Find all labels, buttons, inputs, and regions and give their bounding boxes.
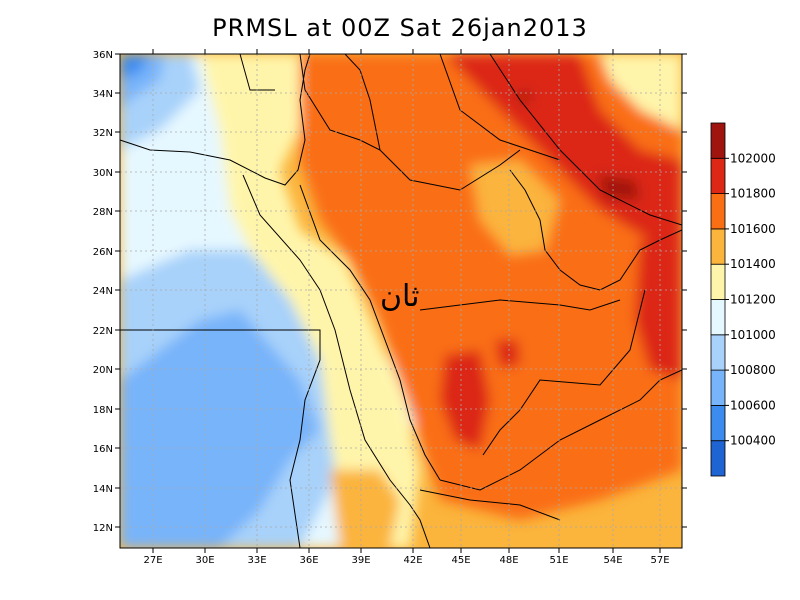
y-tick-label: 18N	[93, 405, 113, 416]
y-tick-label: 22N	[93, 326, 113, 337]
y-tick-label: 36N	[93, 50, 113, 61]
map-title: PRMSL at 00Z Sat 26jan2013	[212, 14, 588, 42]
x-tick-label: 33E	[247, 555, 266, 566]
x-tick-label: 27E	[143, 555, 162, 566]
y-tick-label: 30N	[93, 168, 113, 179]
legend-swatch	[710, 122, 726, 159]
legend-swatch	[710, 404, 726, 442]
legend-swatch	[710, 334, 726, 371]
legend-swatch	[710, 193, 726, 230]
x-tick-label: 36E	[299, 555, 318, 566]
legend-swatch	[710, 157, 726, 195]
map-annotation: ثان	[380, 279, 420, 314]
legend-label: 101200	[730, 293, 776, 307]
legend-swatch	[710, 299, 726, 336]
x-tick-label: 48E	[499, 555, 518, 566]
legend-label: 101800	[730, 187, 776, 201]
color-legend: 100400 100600 100800 101000 101200 101400 1016…	[710, 122, 776, 477]
grid-lines	[120, 54, 682, 548]
plot-frame	[119, 53, 683, 549]
y-tick-label: 14N	[93, 484, 113, 495]
x-tick-label: 54E	[603, 555, 622, 566]
legend-swatch	[710, 263, 726, 300]
x-tick-label: 51E	[549, 555, 568, 566]
x-tick-label: 42E	[403, 555, 422, 566]
x-tick-label: 45E	[451, 555, 470, 566]
x-tick-label: 57E	[650, 555, 669, 566]
legend-label: 102000	[730, 151, 776, 165]
y-tick-label: 26N	[93, 247, 113, 258]
legend-swatch	[710, 440, 726, 477]
y-axis: 12N 14N 16N 18N 20N 22N 24N 26N 28N 30N 32N 34N 36N	[93, 50, 687, 534]
y-tick-label: 12N	[93, 523, 113, 534]
coastlines	[120, 54, 682, 548]
legend-label: 100600	[730, 398, 776, 412]
legend-label: 101400	[730, 257, 776, 271]
x-tick-label: 39E	[351, 555, 370, 566]
legend-swatch	[710, 369, 726, 406]
x-tick-label: 30E	[195, 555, 214, 566]
legend-label: 101000	[730, 328, 776, 342]
y-tick-label: 32N	[93, 128, 113, 139]
pressure-field	[120, 54, 682, 548]
y-tick-label: 24N	[93, 286, 113, 297]
y-tick-label: 16N	[93, 444, 113, 455]
x-axis: 27E 30E 33E 36E 39E 42E 45E 48E 51E 54E 57E	[143, 49, 670, 566]
y-tick-label: 20N	[93, 365, 113, 376]
legend-label: 100800	[730, 363, 776, 377]
y-tick-label: 28N	[93, 207, 113, 218]
legend-swatch	[710, 228, 726, 265]
y-tick-label: 34N	[93, 89, 113, 100]
legend-label: 100400	[730, 434, 776, 448]
legend-label: 101600	[730, 222, 776, 236]
